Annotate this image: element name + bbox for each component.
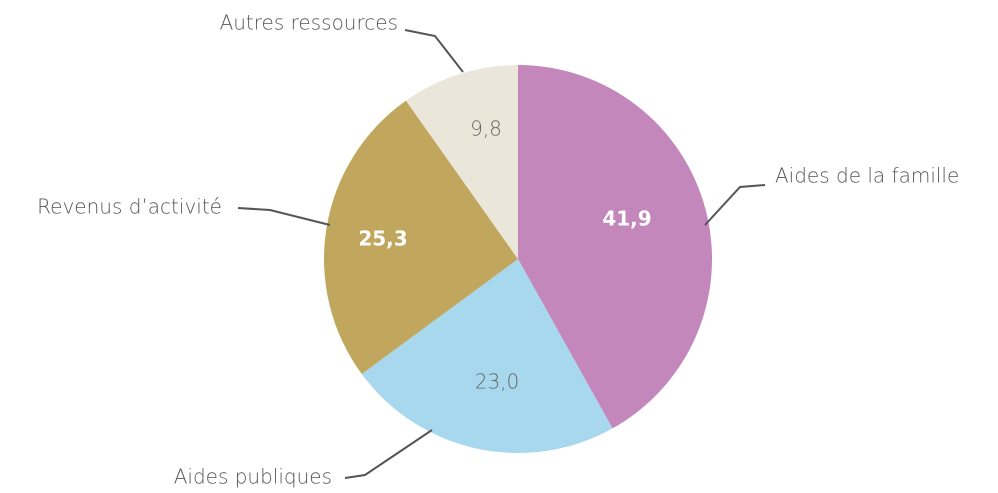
value-label: 41,9 xyxy=(602,207,651,231)
category-label: Aides publiques xyxy=(174,465,332,489)
category-label: Autres ressources xyxy=(220,11,398,35)
pie-slice xyxy=(361,259,613,453)
value-label: 9,8 xyxy=(470,117,502,141)
pie-slice xyxy=(324,100,518,375)
pie-slice xyxy=(518,65,712,429)
leader-line xyxy=(344,429,433,479)
category-label: Aides de la famille xyxy=(775,164,959,188)
leader-line xyxy=(237,207,331,226)
value-label: 23,0 xyxy=(475,370,520,394)
value-label: 25,3 xyxy=(358,227,407,251)
leader-line xyxy=(704,184,766,226)
pie-slice xyxy=(405,65,518,259)
category-label: Revenus d’activité xyxy=(37,195,222,219)
leader-line xyxy=(404,29,464,73)
